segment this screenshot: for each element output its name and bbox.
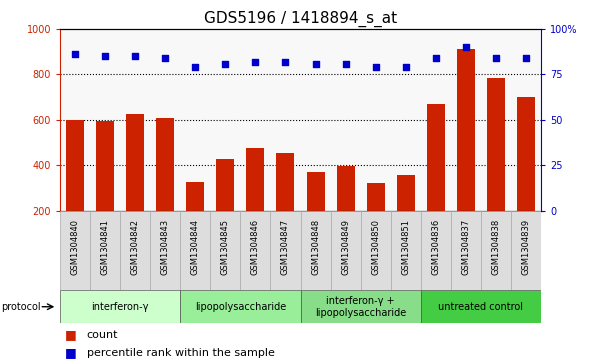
Bar (66, 120, 84, 211)
Bar (246, 148, 264, 211)
Text: GSM1304836: GSM1304836 (432, 219, 440, 275)
Text: untreated control: untreated control (438, 302, 523, 312)
Text: GSM1304846: GSM1304846 (251, 219, 260, 275)
Point (130, 53, 140, 59)
Text: GSM1304845: GSM1304845 (221, 219, 230, 274)
Bar (391, 211, 421, 290)
Bar (240, 211, 270, 290)
Text: GSM1304844: GSM1304844 (191, 219, 200, 274)
Bar (120, 211, 150, 290)
Bar (180, 290, 300, 323)
Bar (397, 175, 415, 211)
Bar (300, 290, 421, 323)
Bar (517, 97, 535, 211)
Bar (126, 114, 144, 211)
Point (70, 52, 80, 57)
Text: GSM1304849: GSM1304849 (341, 219, 350, 274)
Point (281, 59, 290, 65)
Text: GSM1304842: GSM1304842 (131, 219, 139, 274)
Point (311, 61, 320, 66)
Point (221, 61, 230, 66)
Text: count: count (87, 330, 118, 340)
Point (100, 53, 110, 59)
Point (521, 55, 531, 61)
Bar (156, 118, 174, 211)
Bar (210, 211, 240, 290)
Bar (276, 153, 294, 211)
Bar (186, 182, 204, 211)
Bar (96, 121, 114, 211)
Text: GSM1304837: GSM1304837 (462, 219, 470, 275)
Bar (307, 172, 325, 211)
Text: GSM1304850: GSM1304850 (371, 219, 380, 274)
Point (371, 64, 380, 70)
Bar (150, 211, 180, 290)
Text: GSM1304840: GSM1304840 (71, 219, 79, 274)
Bar (457, 49, 475, 211)
Text: GSM1304851: GSM1304851 (401, 219, 410, 274)
Bar (270, 211, 300, 290)
Point (461, 44, 471, 50)
Bar (487, 78, 505, 211)
Point (491, 55, 501, 61)
Bar (300, 211, 331, 290)
Bar (337, 166, 355, 211)
Point (160, 55, 170, 61)
Point (431, 55, 441, 61)
Bar (367, 183, 385, 211)
Bar (90, 211, 120, 290)
Text: GSM1304841: GSM1304841 (101, 219, 109, 274)
Text: lipopolysaccharide: lipopolysaccharide (195, 302, 286, 312)
Text: percentile rank within the sample: percentile rank within the sample (87, 348, 275, 358)
Bar (361, 211, 391, 290)
Bar (421, 290, 541, 323)
Bar (481, 211, 511, 290)
Point (341, 61, 350, 66)
Text: ■: ■ (65, 329, 77, 341)
Text: ■: ■ (65, 346, 77, 359)
Bar (180, 211, 210, 290)
Text: GSM1304848: GSM1304848 (311, 219, 320, 275)
Bar (427, 105, 445, 211)
Text: interferon-γ +
lipopolysaccharide: interferon-γ + lipopolysaccharide (315, 296, 406, 318)
Bar (60, 211, 90, 290)
Text: GSM1304838: GSM1304838 (492, 219, 500, 275)
Text: GSM1304843: GSM1304843 (161, 219, 169, 275)
Text: GSM1304839: GSM1304839 (522, 219, 530, 275)
Bar (331, 211, 361, 290)
Bar (216, 159, 234, 211)
Point (251, 59, 260, 65)
Bar (511, 211, 541, 290)
Bar (451, 211, 481, 290)
Text: GSM1304847: GSM1304847 (281, 219, 290, 275)
Point (191, 64, 200, 70)
Bar (421, 211, 451, 290)
Text: protocol: protocol (1, 302, 41, 312)
Point (401, 64, 410, 70)
Text: GDS5196 / 1418894_s_at: GDS5196 / 1418894_s_at (204, 11, 397, 27)
Bar (60, 290, 180, 323)
Text: interferon-γ: interferon-γ (91, 302, 149, 312)
